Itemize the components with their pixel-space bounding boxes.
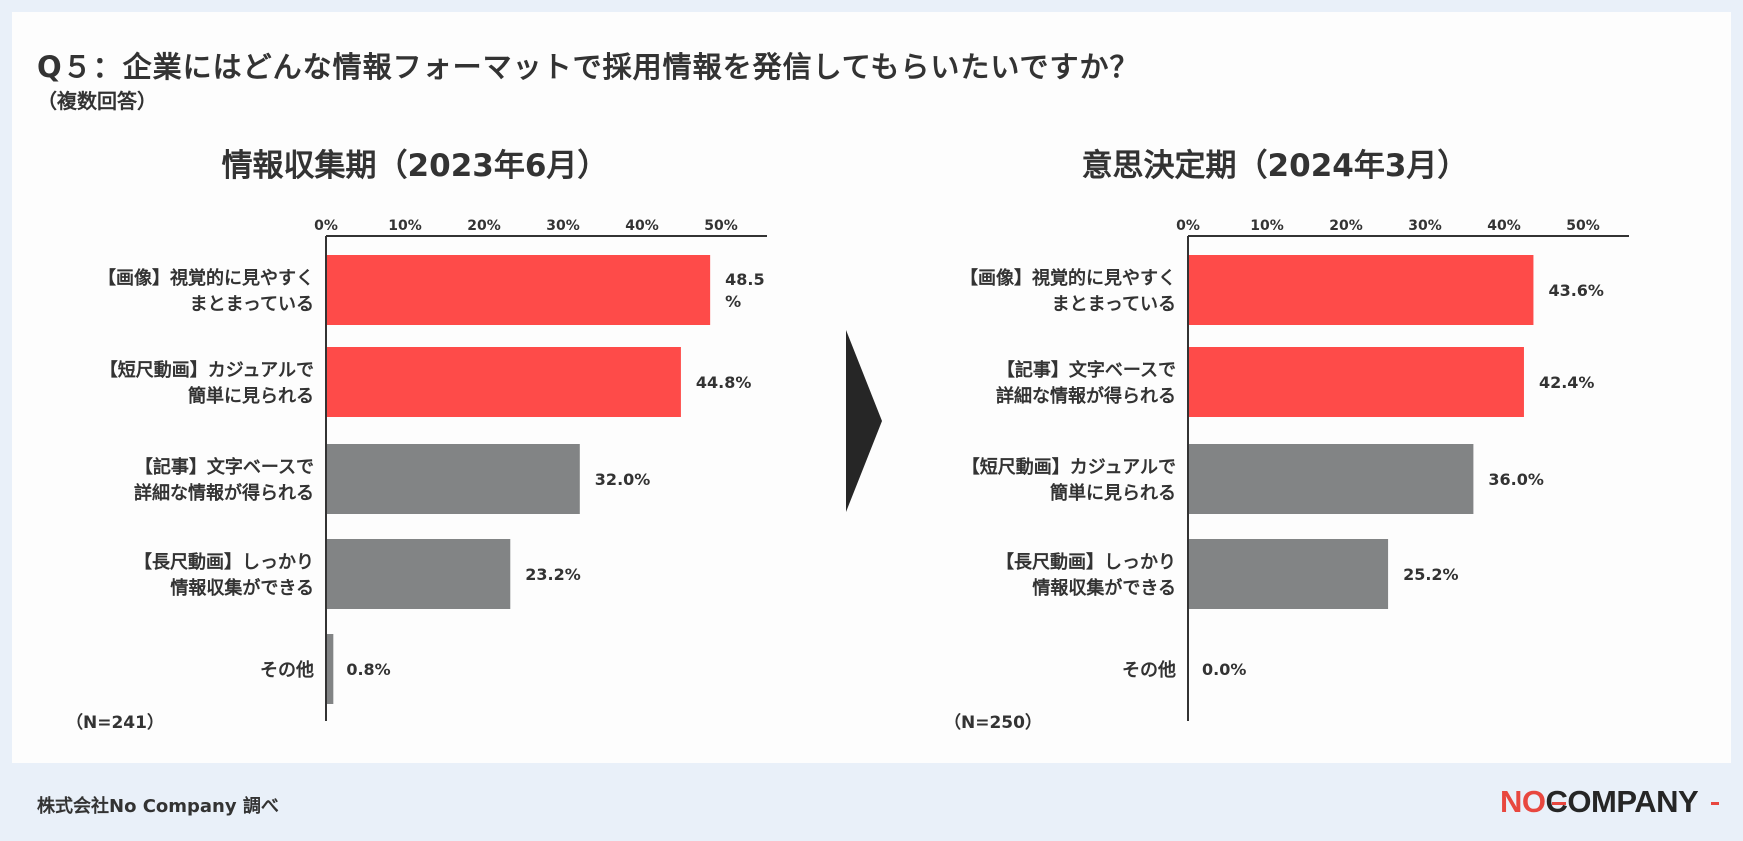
- sample-size-label: （N=241）: [66, 712, 164, 733]
- data-label: 25.2%: [1403, 565, 1459, 584]
- tick-label: 50%: [1566, 218, 1600, 234]
- tick-label: 10%: [1250, 218, 1284, 234]
- category-label: 詳細な情報が得られる: [996, 385, 1176, 407]
- data-label: 32.0%: [595, 470, 651, 489]
- data-label: 43.6%: [1548, 281, 1604, 300]
- bar: [1189, 539, 1389, 609]
- tick-label: 40%: [1487, 218, 1521, 234]
- tick-label: 50%: [704, 218, 738, 234]
- tick-label: 30%: [1408, 218, 1442, 234]
- category-label: その他: [1122, 659, 1176, 681]
- data-label: 48.5: [725, 270, 764, 289]
- logo-dash: [1711, 802, 1719, 805]
- category-label: 簡単に見られる: [188, 385, 314, 407]
- bar: [327, 347, 681, 417]
- category-label: まとまっている: [1052, 294, 1176, 315]
- category-label: 【記事】文字ベースで: [135, 456, 314, 478]
- tick-label: 10%: [388, 218, 422, 234]
- category-label: 【短尺動画】カジュアルで: [962, 456, 1176, 478]
- logo-no: NO: [1500, 784, 1546, 819]
- chart-title-right: 意思決定期（2024年3月）: [1081, 148, 1469, 184]
- category-label: 【長尺動画】しっかり: [996, 551, 1176, 573]
- data-label: 44.8%: [696, 373, 752, 392]
- tick-label: 0%: [1176, 218, 1200, 234]
- category-label: 【短尺動画】カジュアルで: [100, 359, 314, 381]
- category-label: 詳細な情報が得られる: [134, 482, 314, 504]
- tick-label: 20%: [467, 218, 501, 234]
- page-title: Q５：企業にはどんな情報フォーマットで採用情報を発信してもらいたいですか？: [37, 50, 1140, 84]
- category-label: 【画像】視覚的に見やすく: [98, 267, 314, 289]
- tick-label: 40%: [625, 218, 659, 234]
- bar: [327, 634, 334, 704]
- chart-title-left: 情報収集期（2023年6月）: [221, 148, 609, 184]
- bar: [1189, 347, 1524, 417]
- category-label: 【記事】文字ベースで: [997, 359, 1176, 381]
- tick-label: 20%: [1329, 218, 1363, 234]
- category-label: 情報収集ができる: [170, 577, 314, 599]
- data-label: 0.8%: [346, 660, 390, 679]
- arrow-right-icon: [846, 330, 882, 512]
- sample-size-label: （N=250）: [944, 712, 1042, 733]
- source-note: 株式会社No Company 調べ: [37, 796, 279, 817]
- tick-label: 30%: [546, 218, 580, 234]
- data-label: 36.0%: [1488, 470, 1544, 489]
- category-label: 簡単に見られる: [1050, 482, 1176, 504]
- category-label: 【長尺動画】しっかり: [134, 551, 314, 573]
- category-label: まとまっている: [190, 294, 314, 315]
- category-label: 情報収集ができる: [1032, 577, 1176, 599]
- bar: [1189, 255, 1534, 325]
- bar: [327, 539, 511, 609]
- logo-dash: [1552, 802, 1566, 805]
- data-label: 0.0%: [1202, 660, 1246, 679]
- logo-company: COMPANY: [1545, 784, 1699, 819]
- data-label: 42.4%: [1539, 373, 1595, 392]
- category-label: 【画像】視覚的に見やすく: [960, 267, 1176, 289]
- bar: [327, 255, 711, 325]
- tick-label: 0%: [314, 218, 338, 234]
- category-label: その他: [260, 659, 314, 681]
- data-label: 23.2%: [525, 565, 581, 584]
- bar: [1189, 444, 1474, 514]
- company-logo: NOCOMPANY: [1500, 784, 1719, 819]
- data-label: %: [725, 292, 741, 311]
- bar: [327, 444, 580, 514]
- page-subtitle: （複数回答）: [37, 89, 157, 113]
